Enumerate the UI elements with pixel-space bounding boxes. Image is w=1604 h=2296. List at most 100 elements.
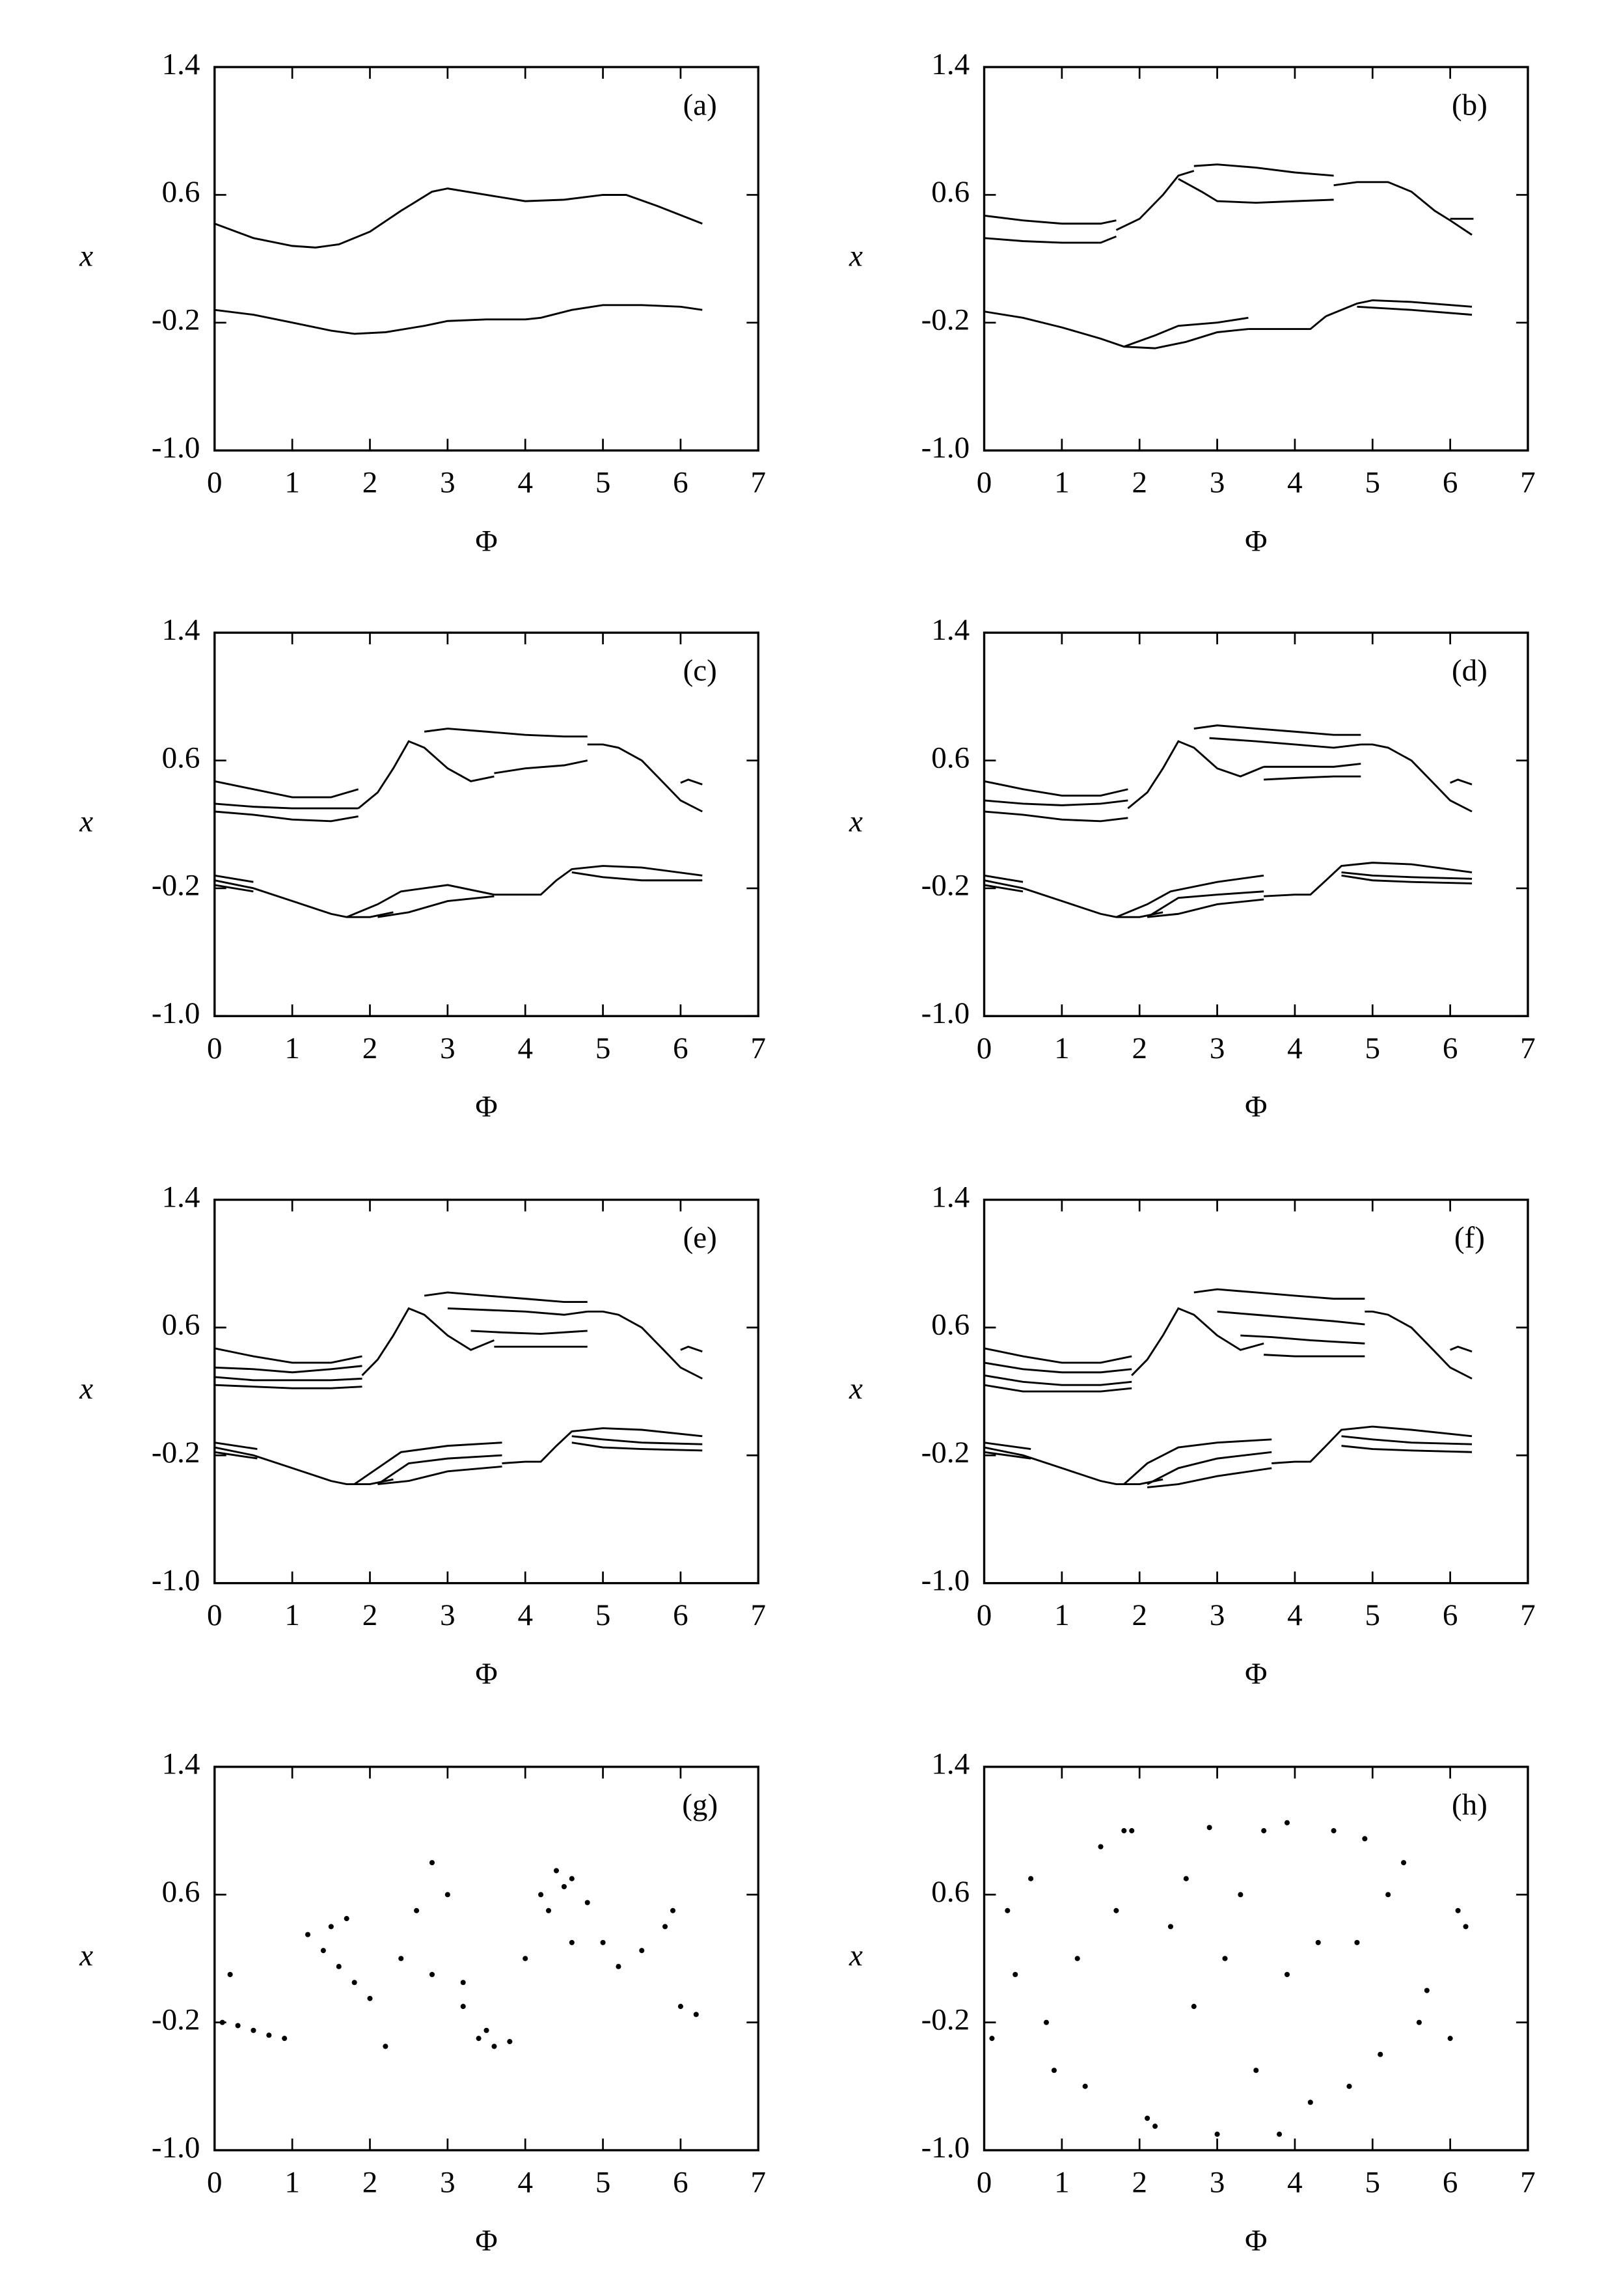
x-tick-label: 6	[1443, 466, 1458, 500]
branch-line	[214, 1442, 258, 1450]
x-tick-label: 2	[1132, 1598, 1147, 1632]
branch-line	[494, 759, 588, 774]
branch-line	[984, 235, 1117, 244]
y-tick-label: 0.6	[931, 741, 970, 774]
x-axis-label: Φ	[1245, 1089, 1267, 1123]
y-tick-label: -0.2	[921, 869, 970, 903]
x-tick-label: 4	[1287, 2166, 1303, 2200]
x-tick-label: 3	[440, 1032, 455, 1065]
branch-line	[1147, 898, 1264, 918]
y-tick-label: -0.2	[152, 2002, 200, 2036]
scatter-point	[414, 1907, 420, 1913]
x-tick-label: 4	[517, 466, 533, 500]
branch-line	[1123, 1438, 1272, 1485]
scatter-point	[460, 2004, 466, 2010]
branch-line	[1357, 305, 1473, 316]
x-tick-label: 1	[1054, 2166, 1070, 2200]
panel-label: (b)	[1452, 89, 1488, 122]
branch-line	[1193, 724, 1361, 736]
plot-frame	[983, 1766, 1529, 2152]
x-axis-label: Φ	[1245, 2224, 1267, 2258]
branch-line	[680, 1345, 703, 1353]
panel: -1.0 -0.2 0.6 1.4 0 1 2 3 4 5 6 7 (b) Φx	[849, 48, 1536, 558]
scatter-point	[507, 2039, 513, 2045]
scatter-point	[1043, 2019, 1050, 2025]
x-tick-label: 2	[1132, 1032, 1147, 1065]
x-tick-label: 5	[1365, 1598, 1381, 1632]
plot-frame	[213, 631, 759, 1017]
y-axis-label: x	[849, 1939, 863, 1973]
x-tick-label: 0	[977, 466, 992, 500]
branch-line	[214, 187, 703, 249]
scatter-point	[344, 1916, 349, 1922]
scatter-point	[1167, 1924, 1173, 1930]
x-tick-label: 4	[1287, 466, 1303, 500]
plot-frame	[983, 631, 1529, 1017]
x-tick-label: 3	[440, 1598, 455, 1632]
panel-label: (d)	[1452, 654, 1488, 688]
branch-line	[214, 810, 359, 823]
y-tick-label: 1.4	[931, 48, 970, 81]
branch-line	[1450, 778, 1473, 786]
x-tick-label: 2	[1132, 2166, 1147, 2200]
scatter-point	[235, 2023, 241, 2029]
branch-line	[984, 310, 1249, 349]
scatter-point	[1013, 1971, 1018, 1978]
x-tick-label: 2	[362, 1032, 378, 1065]
scatter-point	[1378, 2051, 1383, 2057]
branch-line	[214, 874, 254, 883]
x-tick-label: 7	[751, 1032, 767, 1065]
scatter-point	[1005, 1907, 1011, 1913]
scatter-point	[1121, 1828, 1127, 1834]
x-tick-label: 5	[1365, 1032, 1381, 1065]
x-tick-label: 5	[595, 1598, 611, 1632]
branch-line	[214, 802, 359, 810]
panel-label: (g)	[682, 1788, 718, 1822]
branch-line	[214, 1451, 258, 1460]
branch-line	[984, 1442, 1031, 1451]
y-tick-label: -0.2	[921, 1436, 970, 1469]
branch-line	[1147, 890, 1264, 918]
branch-line	[984, 780, 1128, 797]
scatter-point	[1191, 2004, 1197, 2010]
scatter-point	[429, 1971, 435, 1978]
x-tick-label: 6	[673, 1032, 688, 1065]
x-tick-label: 3	[1210, 1598, 1225, 1632]
scatter-point	[1346, 2083, 1352, 2089]
x-tick-label: 2	[362, 1598, 378, 1632]
scatter-point	[1152, 2124, 1158, 2129]
branch-line	[470, 1330, 588, 1335]
x-tick-label: 6	[1443, 2166, 1458, 2200]
y-tick-label: -0.2	[921, 2002, 970, 2036]
branch-line	[377, 1454, 502, 1485]
branch-line	[1248, 315, 1327, 331]
scatter-point	[1315, 1939, 1321, 1945]
plot-frame	[983, 66, 1529, 452]
y-tick-label: -1.0	[152, 2131, 200, 2165]
branch-line	[984, 810, 1128, 823]
scatter-point	[1222, 1956, 1228, 1961]
y-axis-label: x	[79, 239, 93, 273]
scatter-point	[1074, 1956, 1080, 1961]
y-tick-label: -0.2	[152, 869, 200, 903]
y-tick-label: -0.2	[152, 1436, 200, 1469]
branch-line	[1193, 163, 1334, 177]
scatter-point	[545, 1907, 552, 1913]
scatter-point	[1129, 1828, 1135, 1834]
branch-line	[1361, 743, 1473, 813]
x-tick-label: 1	[1054, 1032, 1070, 1065]
x-tick-label: 3	[440, 466, 455, 500]
branch-line	[1127, 740, 1264, 810]
x-tick-label: 6	[1443, 1032, 1458, 1065]
panel-label: (c)	[683, 654, 717, 688]
scatter-point	[219, 2019, 225, 2025]
branch-line	[214, 1376, 362, 1382]
branch-line	[424, 1291, 588, 1304]
plot-frame	[213, 1198, 759, 1585]
y-tick-label: 0.6	[162, 741, 200, 774]
branch-line	[1341, 1445, 1473, 1453]
branch-line	[1341, 874, 1473, 884]
x-tick-label: 0	[977, 1598, 992, 1632]
y-tick-label: 1.4	[931, 613, 970, 647]
scatter-point	[429, 1860, 435, 1866]
